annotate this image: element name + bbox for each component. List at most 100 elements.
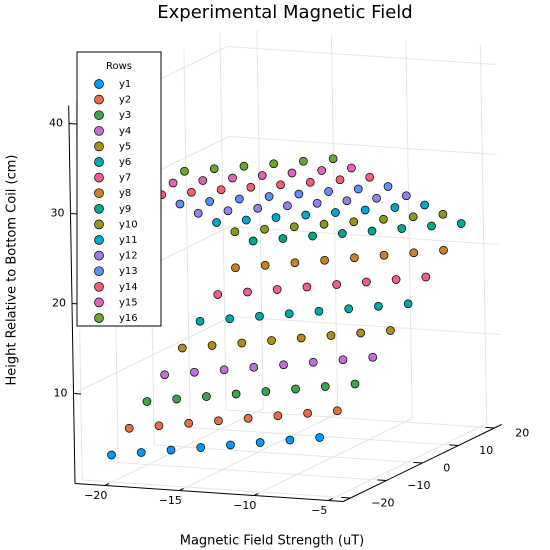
point [324,187,333,196]
point [187,187,196,197]
y-tick [485,426,495,429]
point [193,208,203,218]
z-tick-label: 40 [49,117,63,130]
point [367,226,377,236]
legend-title: Rows [106,61,132,72]
legend-marker [94,313,104,323]
point [198,176,208,185]
point [285,435,295,445]
point [421,272,431,282]
point [264,192,274,201]
grid-line [479,45,488,424]
legend-label: y1 [119,79,131,90]
legend: Rows y1 y2 y3 y4 y5 y6 y7 y8 y9 y10 y11 y12 y13 y14 y1… [76,51,162,327]
point [438,209,448,219]
point [420,200,429,210]
point [314,306,324,316]
point [231,389,241,399]
point [269,159,279,169]
grid-line [230,226,499,245]
point [260,260,270,270]
x-axis-label: Magnetic Field Strength (uT) [180,534,365,549]
point [326,331,336,340]
point [216,185,226,195]
point [347,163,356,173]
point [456,219,466,228]
y-axis [342,424,502,502]
legend-label: y13 [119,266,138,277]
point [349,217,359,227]
point [271,213,281,222]
point [401,191,411,201]
grid-line [73,316,233,394]
grid-line [82,479,351,499]
point [253,203,263,213]
point [408,212,418,222]
point [124,423,134,433]
point [296,333,306,343]
point [202,392,211,401]
point [386,326,395,335]
point [328,154,338,164]
y-tick [413,461,423,464]
point [342,196,352,206]
y-tick-label: 10 [479,444,493,457]
legend-box [76,51,162,327]
grid-line [228,136,498,155]
point [241,215,251,225]
point [237,338,247,348]
legend-label: y16 [119,313,138,324]
legend-marker [94,188,104,199]
legend-marker [94,110,104,121]
point [332,280,341,289]
point [335,175,345,185]
point [196,443,206,452]
z-tick-label: 10 [54,387,68,400]
x-tick-label: −20 [84,489,107,502]
y-tick-label: 20 [515,426,529,439]
point [136,448,146,457]
y-tick-label: 0 [443,461,450,474]
point [320,382,330,391]
point [379,250,389,260]
point [353,184,363,194]
point [284,309,294,319]
legend-marker [94,219,104,230]
point [205,197,215,206]
y-tick [341,496,351,499]
z-tick-label: 30 [51,207,65,220]
grid-line [226,409,495,429]
x-tick-label: −5 [311,504,327,517]
point [287,168,297,178]
point [439,245,448,255]
y-tick [377,479,387,481]
point [390,203,400,212]
point [231,263,240,273]
grid-line [183,49,191,428]
y-tick-label: −20 [371,496,394,509]
point [374,301,383,311]
point [301,210,311,220]
legend-marker [94,235,104,245]
grid-line [154,444,423,464]
point [228,173,237,183]
legend-label: y3 [119,110,131,121]
point [319,219,329,229]
legend-marker [94,125,104,136]
point [243,413,253,423]
point [294,189,304,199]
legend-label: y7 [119,173,131,184]
point [337,229,347,238]
point [243,287,252,297]
grid-line [256,30,264,409]
point [154,421,164,431]
legend-label: y5 [119,141,131,152]
point [283,201,292,211]
legend-label: y4 [119,126,131,137]
legend-label: y12 [119,251,138,262]
point [142,397,152,406]
point [195,316,205,326]
x-tick-label: −15 [159,494,182,507]
legend-label: y14 [119,282,138,293]
point [362,277,371,287]
